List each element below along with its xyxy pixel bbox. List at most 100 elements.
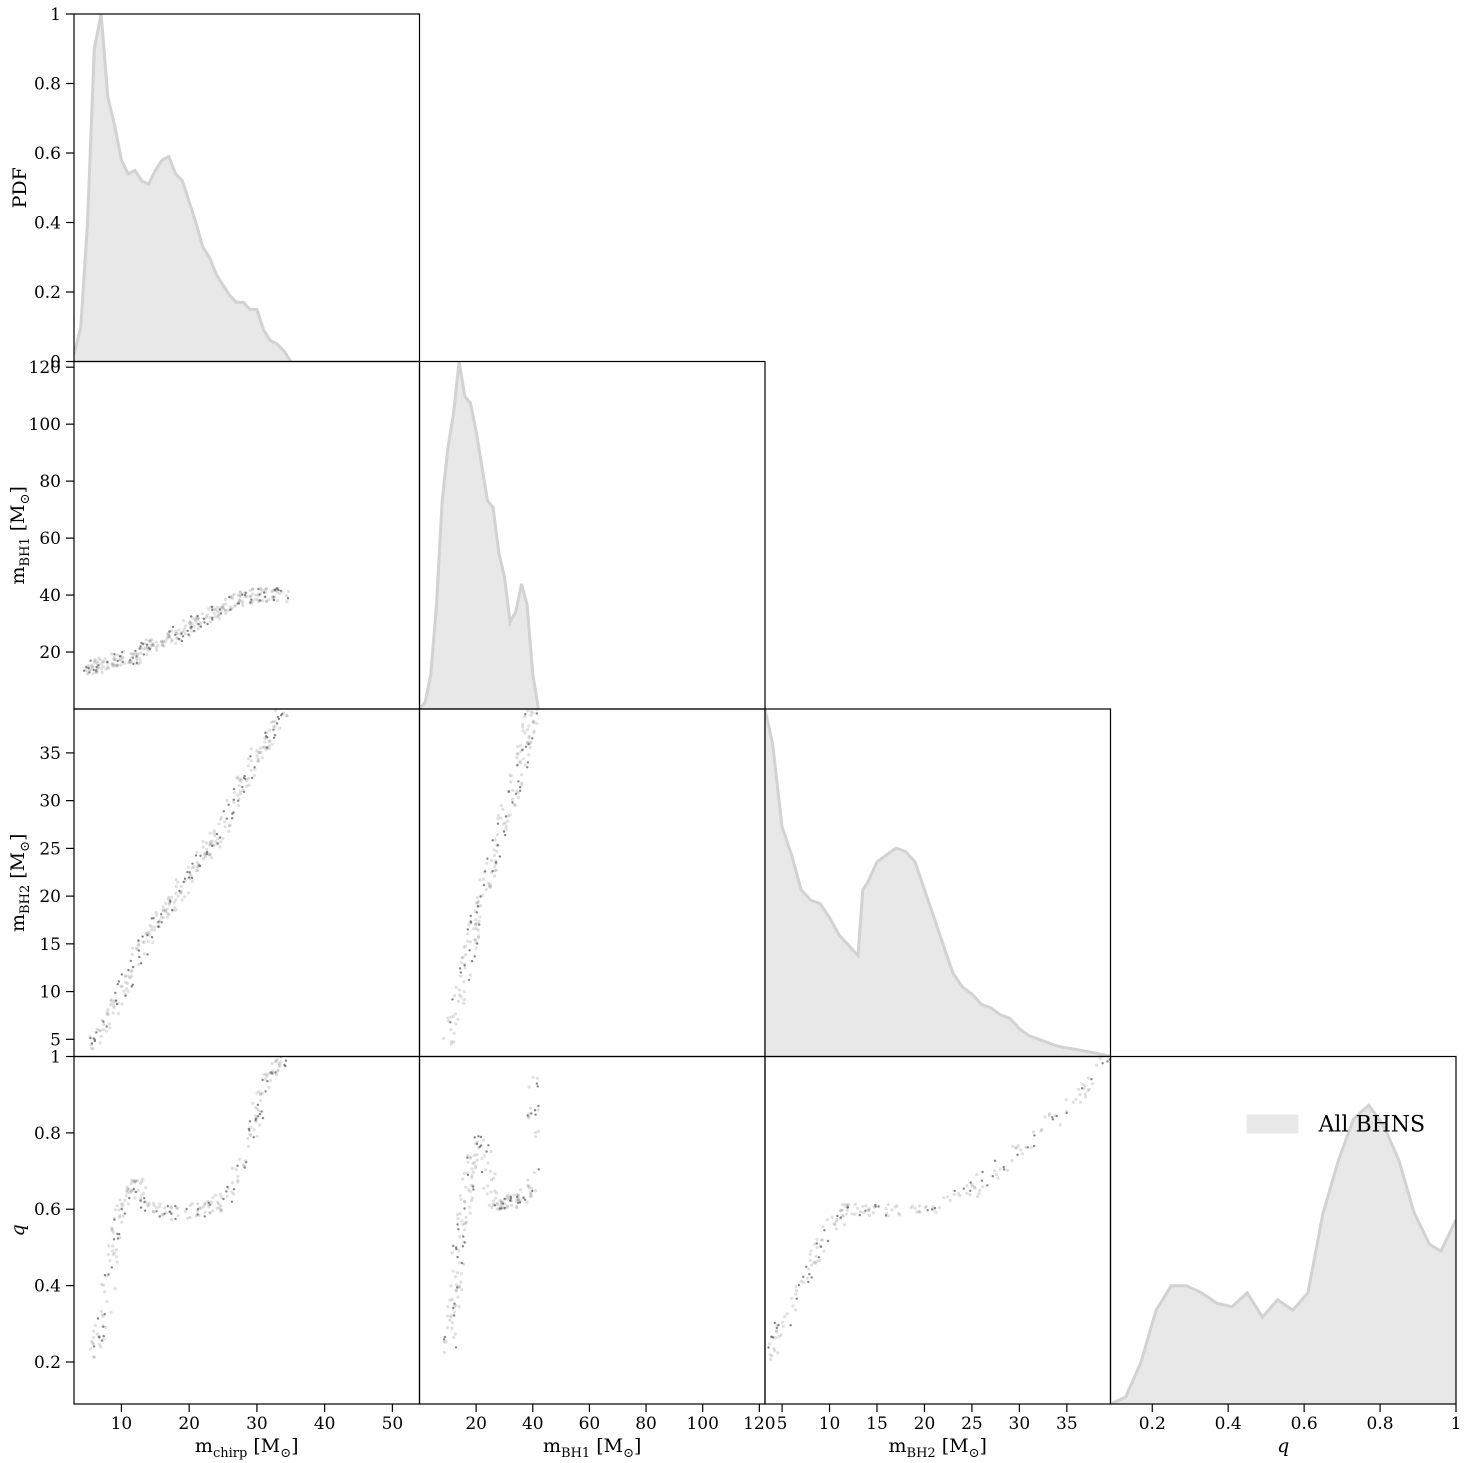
x-tick-label: 15	[866, 1414, 888, 1434]
scatter-point	[199, 854, 202, 857]
scatter-point	[256, 759, 260, 763]
scatter-point	[514, 1199, 519, 1203]
y-tick-label: 40	[39, 586, 61, 606]
scatter-point	[1011, 1144, 1015, 1148]
scatter-point	[1079, 1100, 1083, 1104]
scatter-point	[442, 1338, 446, 1341]
scatter-point	[460, 1288, 464, 1292]
scatter-point	[101, 660, 105, 664]
scatter-point	[108, 1259, 112, 1263]
scatter-point	[504, 827, 508, 831]
scatter-point	[263, 736, 267, 740]
scatter-point	[98, 1029, 103, 1033]
scatter-point	[270, 590, 274, 594]
scatter-point	[533, 1109, 537, 1112]
scatter-point	[167, 912, 171, 917]
scatter-point	[88, 1347, 92, 1351]
scatter-point	[205, 853, 208, 856]
scatter-point	[267, 739, 271, 744]
scatter-point	[144, 646, 148, 650]
scatter-point	[975, 1173, 979, 1177]
panel-mchirp-q: 10 20 30 40 50 0.2 0.4 0.6 0.8 1	[34, 1048, 421, 1434]
scatter-point	[116, 1012, 121, 1016]
scatter-point	[257, 1109, 261, 1113]
scatter-point	[496, 822, 500, 825]
scatter-point	[92, 1345, 96, 1348]
scatter-point	[145, 643, 149, 646]
scatter-point	[517, 1201, 520, 1205]
scatter-point	[791, 1304, 795, 1308]
scatter-point	[232, 791, 236, 795]
scatter-point	[468, 940, 472, 944]
scatter-point	[211, 608, 214, 612]
scatter-point	[446, 1314, 450, 1318]
scatter-point	[867, 1208, 871, 1212]
scatter-point	[473, 955, 476, 958]
scatter-point	[236, 803, 240, 808]
scatter-mBH2_vs_q	[760, 1056, 1111, 1361]
scatter-point	[463, 1241, 466, 1244]
scatter-point	[470, 1196, 475, 1200]
scatter-point	[537, 1104, 540, 1108]
scatter-point	[237, 799, 240, 802]
scatter-point	[258, 1092, 263, 1096]
scatter-point	[504, 824, 508, 828]
scatter-point	[499, 1201, 503, 1205]
y-tick-label: 0.8	[34, 75, 61, 95]
scatter-point	[452, 1335, 456, 1339]
scatter-point	[962, 1187, 965, 1190]
scatter-point	[952, 1192, 956, 1197]
scatter-point	[235, 776, 239, 780]
scatter-point	[255, 1091, 259, 1095]
scatter-point	[152, 928, 157, 932]
scatter-point	[89, 659, 92, 662]
scatter-point	[846, 1205, 849, 1209]
scatter-point	[212, 831, 216, 835]
y-tick-label: 5	[50, 1030, 61, 1050]
scatter-point	[476, 935, 481, 940]
scatter-point	[119, 663, 123, 667]
scatter-point	[257, 1089, 261, 1093]
scatter-point	[151, 643, 155, 647]
scatter-point	[116, 983, 119, 986]
scatter-point	[760, 1352, 763, 1355]
scatter-point	[226, 1185, 229, 1189]
scatter-point	[246, 764, 251, 768]
scatter-point	[183, 1209, 188, 1213]
scatter-point	[272, 725, 276, 729]
scatter-point	[1083, 1084, 1087, 1088]
scatter-point	[496, 844, 500, 848]
scatter-point	[201, 845, 205, 849]
scatter-point	[777, 1334, 781, 1339]
scatter-point	[248, 1132, 252, 1136]
scatter-point	[822, 1249, 826, 1253]
scatter-point	[203, 1215, 206, 1218]
panel-mchirp-mBH2: 5 10 15 20 25 30 35	[39, 708, 421, 1058]
scatter-point	[1051, 1116, 1054, 1119]
scatter-point	[519, 781, 524, 785]
scatter-point	[501, 822, 505, 826]
scatter-point	[136, 1188, 140, 1192]
scatter-point	[775, 1326, 778, 1330]
x-tick-label: 20	[465, 1414, 487, 1434]
scatter-point	[495, 1207, 499, 1211]
scatter-point	[123, 1198, 127, 1202]
scatter-point	[230, 1200, 234, 1204]
scatter-point	[222, 1197, 225, 1201]
scatter-point	[171, 625, 175, 629]
scatter-point	[204, 855, 208, 859]
scatter-point	[285, 594, 289, 598]
scatter-point	[231, 596, 235, 600]
scatter-point	[165, 911, 169, 916]
scatter-point	[873, 1204, 877, 1208]
scatter-point	[216, 1200, 220, 1204]
x-tick-label: 35	[1056, 1414, 1078, 1434]
scatter-point	[150, 936, 154, 939]
scatter-point	[174, 884, 178, 889]
scatter-point	[129, 1189, 134, 1193]
scatter-point	[225, 1190, 228, 1193]
scatter-point	[100, 667, 104, 671]
scatter-point	[934, 1210, 938, 1215]
scatter-point	[917, 1209, 921, 1213]
x-tick-label: 0.6	[1291, 1414, 1318, 1434]
